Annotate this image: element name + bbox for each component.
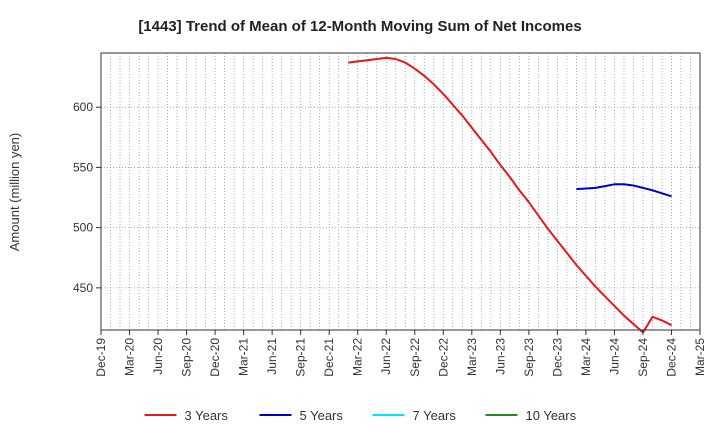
chart-title: [1443] Trend of Mean of 12-Month Moving … xyxy=(138,18,581,35)
legend-label: 5 Years xyxy=(300,408,344,423)
x-tick-label: Jun-24 xyxy=(607,338,621,375)
x-tick-label: Sep-23 xyxy=(522,338,536,377)
y-axis-label: Amount (million yen) xyxy=(7,133,22,252)
legend-item-7-years: 7 Years xyxy=(372,408,457,423)
x-tick-label: Jun-21 xyxy=(265,338,279,375)
axis-layer: 450 500 550 600 Dec-19 Mar-20 Jun-20 Sep-20 Dec-… xyxy=(73,52,707,377)
legend-label: 3 Years xyxy=(185,408,229,423)
series-line-5-years xyxy=(576,183,672,198)
x-tick-label: Dec-23 xyxy=(550,338,564,377)
x-tick-label: Mar-23 xyxy=(465,338,479,376)
legend-label: 10 Years xyxy=(526,408,577,423)
x-tick-label: Mar-21 xyxy=(237,338,251,376)
x-tick-label: Dec-19 xyxy=(94,338,108,377)
y-tick-label: 450 xyxy=(73,281,93,295)
x-tick-label: Dec-24 xyxy=(664,338,678,377)
x-tick-label: Sep-20 xyxy=(180,338,194,377)
series-line-3-years xyxy=(348,56,672,334)
y-tick-label: 500 xyxy=(73,221,93,235)
x-tick-label: Dec-21 xyxy=(322,338,336,377)
grid-layer xyxy=(101,53,700,330)
legend-item-5-years: 5 Years xyxy=(259,408,344,423)
x-tick-label: Sep-24 xyxy=(636,338,650,377)
y-tick-label: 600 xyxy=(73,100,93,114)
y-tick-label: 550 xyxy=(73,160,93,174)
x-tick-label: Jun-22 xyxy=(379,338,393,375)
x-tick-label: Jun-23 xyxy=(493,338,507,375)
plot-frame xyxy=(100,52,701,331)
x-tick-label: Dec-22 xyxy=(436,338,450,377)
legend-item-10-years: 10 Years xyxy=(485,408,577,423)
series-layer xyxy=(348,56,672,334)
legend: 3 Years 5 Years 7 Years 10 Years xyxy=(144,408,577,423)
legend-label: 7 Years xyxy=(413,408,457,423)
x-tick-label: Mar-22 xyxy=(351,338,365,376)
x-tick-label: Mar-25 xyxy=(693,338,707,376)
x-tick-label: Mar-24 xyxy=(579,338,593,376)
x-tick-label: Jun-20 xyxy=(151,338,165,375)
x-tick-label: Mar-20 xyxy=(123,338,137,376)
x-tick-label: Dec-20 xyxy=(208,338,222,377)
legend-item-3-years: 3 Years xyxy=(144,408,229,423)
x-tick-label: Sep-21 xyxy=(294,338,308,377)
x-tick-label: Sep-22 xyxy=(408,338,422,377)
